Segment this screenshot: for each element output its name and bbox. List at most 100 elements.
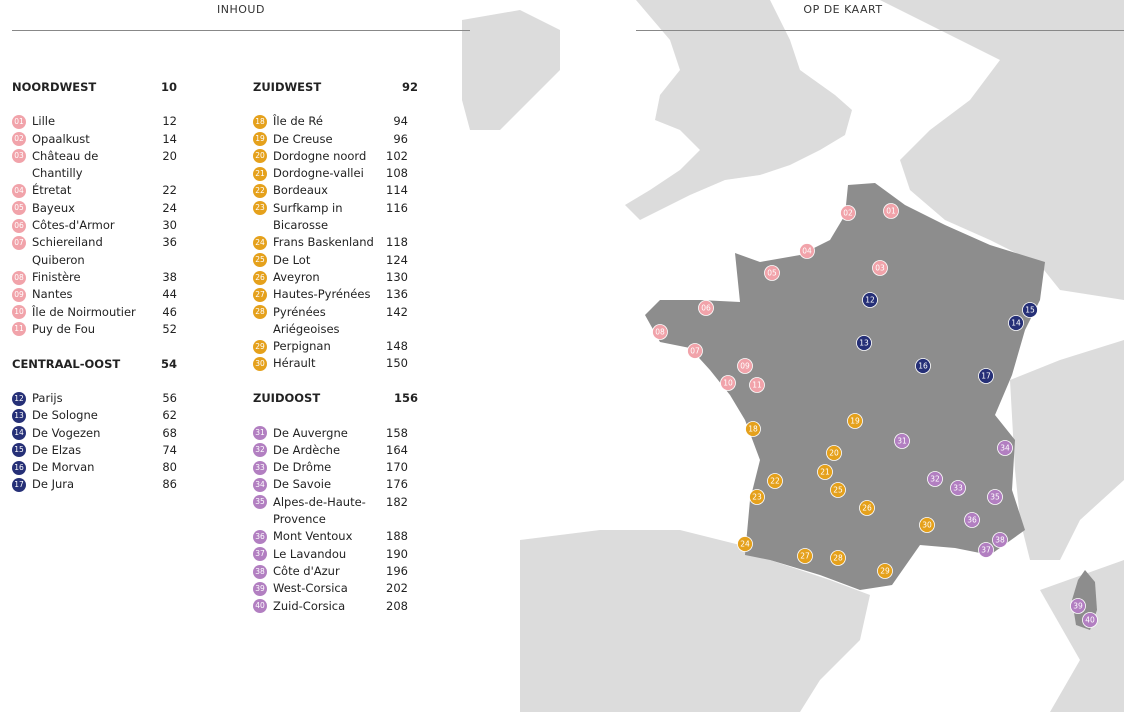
toc-item: 11 Puy de Fou 52 bbox=[12, 321, 177, 338]
badge: 20 bbox=[253, 149, 267, 164]
toc-item: 15 De Elzas 74 bbox=[12, 442, 177, 459]
toc-item: 08 Finistère 38 bbox=[12, 269, 177, 286]
map-marker: 25 bbox=[830, 482, 846, 498]
marker-label: 02 bbox=[843, 209, 853, 218]
marker-dot bbox=[745, 421, 761, 437]
item-page: 114 bbox=[386, 183, 408, 198]
map-marker: 14 bbox=[1008, 315, 1024, 331]
france bbox=[645, 183, 1045, 590]
section-page: 156 bbox=[393, 391, 418, 406]
marker-label: 05 bbox=[767, 269, 777, 278]
badge: 30 bbox=[253, 357, 267, 372]
badge: 16 bbox=[12, 460, 26, 475]
toc-item: 14 De Vogezen 68 bbox=[12, 425, 177, 442]
marker-label: 26 bbox=[862, 504, 872, 513]
item-name: De Sologne bbox=[32, 408, 98, 423]
toc-item: 34 De Savoie 176 bbox=[253, 476, 418, 493]
marker-dot bbox=[797, 548, 813, 564]
item-name: Parijs bbox=[32, 390, 63, 405]
land bbox=[462, 0, 1124, 712]
map-marker: 02 bbox=[840, 205, 856, 221]
map-marker: 27 bbox=[797, 548, 813, 564]
map-marker: 20 bbox=[826, 445, 842, 461]
badge: 13 bbox=[12, 408, 26, 423]
badge: 31 bbox=[253, 426, 267, 441]
marker-label: 01 bbox=[886, 207, 896, 216]
item-name: Hérault bbox=[273, 356, 316, 371]
section: ZUIDWEST 92 18 Île de Ré 94 19 De Creuse 96 20 Do… bbox=[253, 79, 418, 373]
item-page: 68 bbox=[162, 425, 177, 440]
toc-item: 29 Perpignan 148 bbox=[253, 338, 418, 355]
divider bbox=[12, 30, 470, 31]
badge: 12 bbox=[12, 391, 26, 406]
toc-item: 17 De Jura 86 bbox=[12, 476, 177, 493]
toc-column: ZUIDWEST 92 18 Île de Ré 94 19 De Creuse 96 20 Do… bbox=[253, 79, 418, 632]
badge: 17 bbox=[12, 478, 26, 493]
section-title: CENTRAAL-OOST 54 bbox=[12, 356, 177, 373]
item-page: 124 bbox=[386, 252, 408, 267]
map-marker: 33 bbox=[950, 480, 966, 496]
item-page: 22 bbox=[162, 183, 177, 198]
marker-dot bbox=[894, 433, 910, 449]
section-title: ZUIDWEST 92 bbox=[253, 79, 418, 96]
badge: 08 bbox=[12, 270, 26, 285]
marker-label: 28 bbox=[833, 554, 843, 563]
badge: 23 bbox=[253, 201, 267, 216]
item-name: Alpes-de-Haute-Provence bbox=[273, 494, 366, 527]
badge: 32 bbox=[253, 443, 267, 458]
item-name: De Creuse bbox=[273, 131, 333, 146]
marker-dot bbox=[859, 500, 875, 516]
marker-dot bbox=[698, 300, 714, 316]
map-marker: 04 bbox=[799, 243, 815, 259]
marker-dot bbox=[737, 536, 753, 552]
item-page: 170 bbox=[386, 460, 408, 475]
badge: 39 bbox=[253, 581, 267, 596]
item-page: 62 bbox=[162, 408, 177, 423]
section-page: 92 bbox=[401, 80, 418, 94]
map-marker: 22 bbox=[767, 473, 783, 489]
item-page: 202 bbox=[386, 581, 408, 596]
toc-item: 07 Schiereiland Quiberon 36 bbox=[12, 234, 177, 269]
section-name: NOORDWEST bbox=[12, 80, 97, 94]
toc-item: 09 Nantes 44 bbox=[12, 286, 177, 303]
item-page: 56 bbox=[162, 390, 177, 405]
map-marker: 19 bbox=[847, 413, 863, 429]
map-marker: 03 bbox=[872, 260, 888, 276]
toc-item: 33 De Drôme 170 bbox=[253, 459, 418, 476]
toc-item: 31 De Auvergne 158 bbox=[253, 425, 418, 442]
marker-label: 09 bbox=[740, 362, 750, 371]
item-page: 188 bbox=[386, 529, 408, 544]
marker-dot bbox=[687, 343, 703, 359]
toc-item: 19 De Creuse 96 bbox=[253, 131, 418, 148]
item-page: 102 bbox=[386, 148, 408, 163]
item-page: 158 bbox=[386, 425, 408, 440]
marker-dot bbox=[799, 243, 815, 259]
toc-item: 27 Hautes-Pyrénées 136 bbox=[253, 286, 418, 303]
item-name: Zuid-Corsica bbox=[273, 598, 346, 613]
map-marker: 13 bbox=[856, 335, 872, 351]
toc-item: 20 Dordogne noord 102 bbox=[253, 148, 418, 165]
marker-label: 38 bbox=[995, 536, 1005, 545]
item-page: 24 bbox=[162, 200, 177, 215]
badge: 24 bbox=[253, 235, 267, 250]
item-page: 20 bbox=[162, 148, 177, 163]
item-name: Pyrénées Ariégeoises bbox=[273, 304, 340, 336]
badge: 02 bbox=[12, 132, 26, 147]
badge: 26 bbox=[253, 270, 267, 285]
toc-item: 01 Lille 12 bbox=[12, 113, 177, 130]
map-marker: 40 bbox=[1082, 612, 1098, 628]
map-marker: 06 bbox=[698, 300, 714, 316]
marker-dot bbox=[764, 265, 780, 281]
item-name: Finistère bbox=[32, 269, 81, 284]
item-page: 148 bbox=[386, 339, 408, 354]
marker-label: 14 bbox=[1011, 319, 1021, 328]
marker-dot bbox=[950, 480, 966, 496]
badge: 14 bbox=[12, 426, 26, 441]
badge: 38 bbox=[253, 564, 267, 579]
map-marker: 12 bbox=[862, 292, 878, 308]
section: NOORDWEST 10 01 Lille 12 02 Opaalkust 14 03 Châte… bbox=[12, 79, 177, 338]
marker-label: 36 bbox=[967, 516, 977, 525]
item-page: 196 bbox=[386, 563, 408, 578]
item-page: 208 bbox=[386, 598, 408, 613]
marker-label: 18 bbox=[748, 425, 758, 434]
